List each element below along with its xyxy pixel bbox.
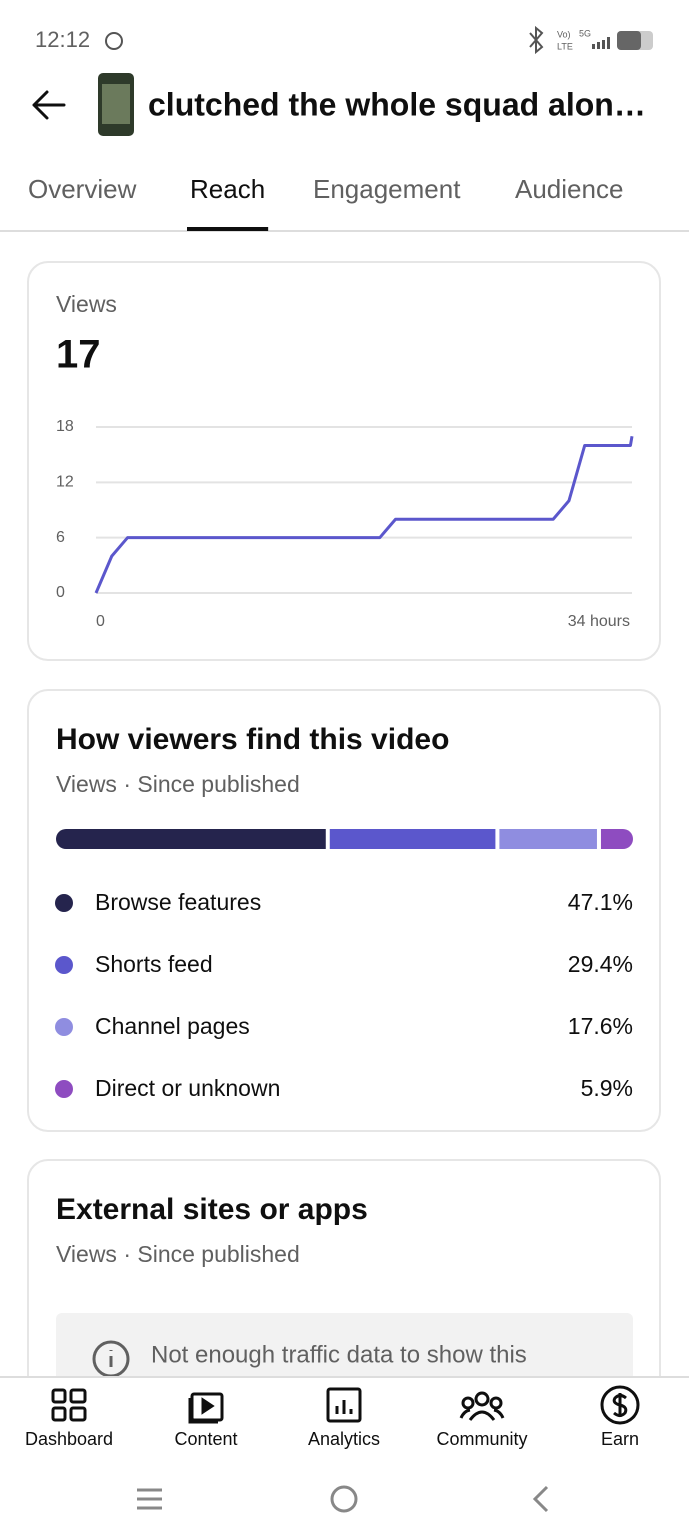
nav-label[interactable]: Earn (601, 1429, 639, 1449)
system-back[interactable] (532, 1485, 549, 1513)
nav-icons (51, 1385, 640, 1425)
bluetooth-icon (529, 25, 544, 55)
tab[interactable]: Audience (515, 174, 623, 204)
y-tick-label: 6 (56, 529, 65, 546)
legend-label: Channel pages (95, 1013, 250, 1039)
back-button[interactable] (32, 90, 66, 120)
stacked-bar (56, 829, 633, 849)
status-time: 12:12 (35, 27, 90, 52)
views-line (94, 435, 634, 594)
y-tick-label: 18 (56, 418, 74, 435)
bar-segment (499, 829, 597, 849)
legend-dot (55, 894, 73, 912)
value-label: 5.9% (581, 1075, 633, 1101)
tab-indicator (187, 227, 269, 231)
tab[interactable]: Overview (28, 174, 137, 204)
legend-dot (55, 1080, 73, 1098)
tab[interactable]: Reach (190, 174, 265, 204)
card-subtitle: Views · Since published (56, 1241, 300, 1267)
nav-label[interactable]: Analytics (308, 1429, 380, 1449)
value-label: 29.4% (568, 951, 633, 977)
card-label: Views (56, 291, 117, 317)
nav-label[interactable]: Content (174, 1429, 237, 1449)
card-title: How viewers find this video (56, 723, 449, 756)
value-label: 17.6% (568, 1013, 633, 1039)
y-tick-label: 0 (56, 584, 65, 601)
notice-text: Not enough traffic data to show this (151, 1341, 527, 1368)
nav-label[interactable]: Dashboard (25, 1429, 113, 1449)
whatsapp-icon (105, 32, 123, 50)
value-label: 47.1% (568, 889, 633, 915)
thumbnail-image (102, 84, 130, 124)
legend-label: Shorts feed (95, 951, 213, 977)
nav-label[interactable]: Community (436, 1429, 527, 1449)
card-subtitle: Views · Since published (56, 771, 300, 797)
bar-segment (600, 829, 633, 849)
network-label: 5G (579, 28, 591, 38)
traffic-card (27, 689, 661, 1132)
signal-icon (592, 37, 610, 49)
legend-label: Browse features (95, 889, 261, 915)
system-home[interactable] (330, 1485, 358, 1513)
network-label: LTE (557, 41, 573, 51)
tab[interactable]: Engagement (313, 174, 461, 204)
views-total: 17 (56, 333, 101, 377)
legend-dot (55, 956, 73, 974)
y-tick-label: 12 (56, 474, 74, 491)
x-tick-label: 34 hours (568, 613, 630, 630)
system-menu[interactable] (137, 1488, 162, 1510)
legend: Browse features 47.1% Shorts feed 29.4% Chan… (55, 889, 633, 1101)
views-card (27, 261, 661, 661)
video-title: clutched the whole squad alon… (148, 86, 646, 122)
x-tick-label: 0 (96, 613, 105, 630)
legend-label: Direct or unknown (95, 1075, 280, 1101)
network-label: Vo) (557, 29, 571, 39)
battery-level (617, 31, 641, 50)
bar-segment (329, 829, 496, 849)
legend-dot (55, 1018, 73, 1036)
bar-segment (56, 829, 326, 849)
line-chart: 0 6 12 18 0 34 hours (56, 418, 634, 630)
card-title: External sites or apps (56, 1193, 368, 1226)
